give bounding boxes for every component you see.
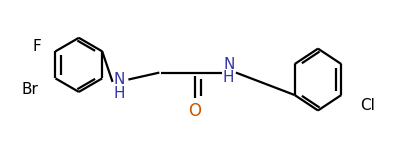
Text: F: F	[32, 39, 41, 54]
Text: Br: Br	[21, 82, 38, 97]
Text: N: N	[114, 72, 125, 87]
Text: N: N	[223, 57, 234, 72]
Text: H: H	[114, 86, 125, 101]
Text: H: H	[223, 71, 234, 85]
Text: Cl: Cl	[360, 98, 375, 113]
Text: O: O	[189, 102, 201, 120]
